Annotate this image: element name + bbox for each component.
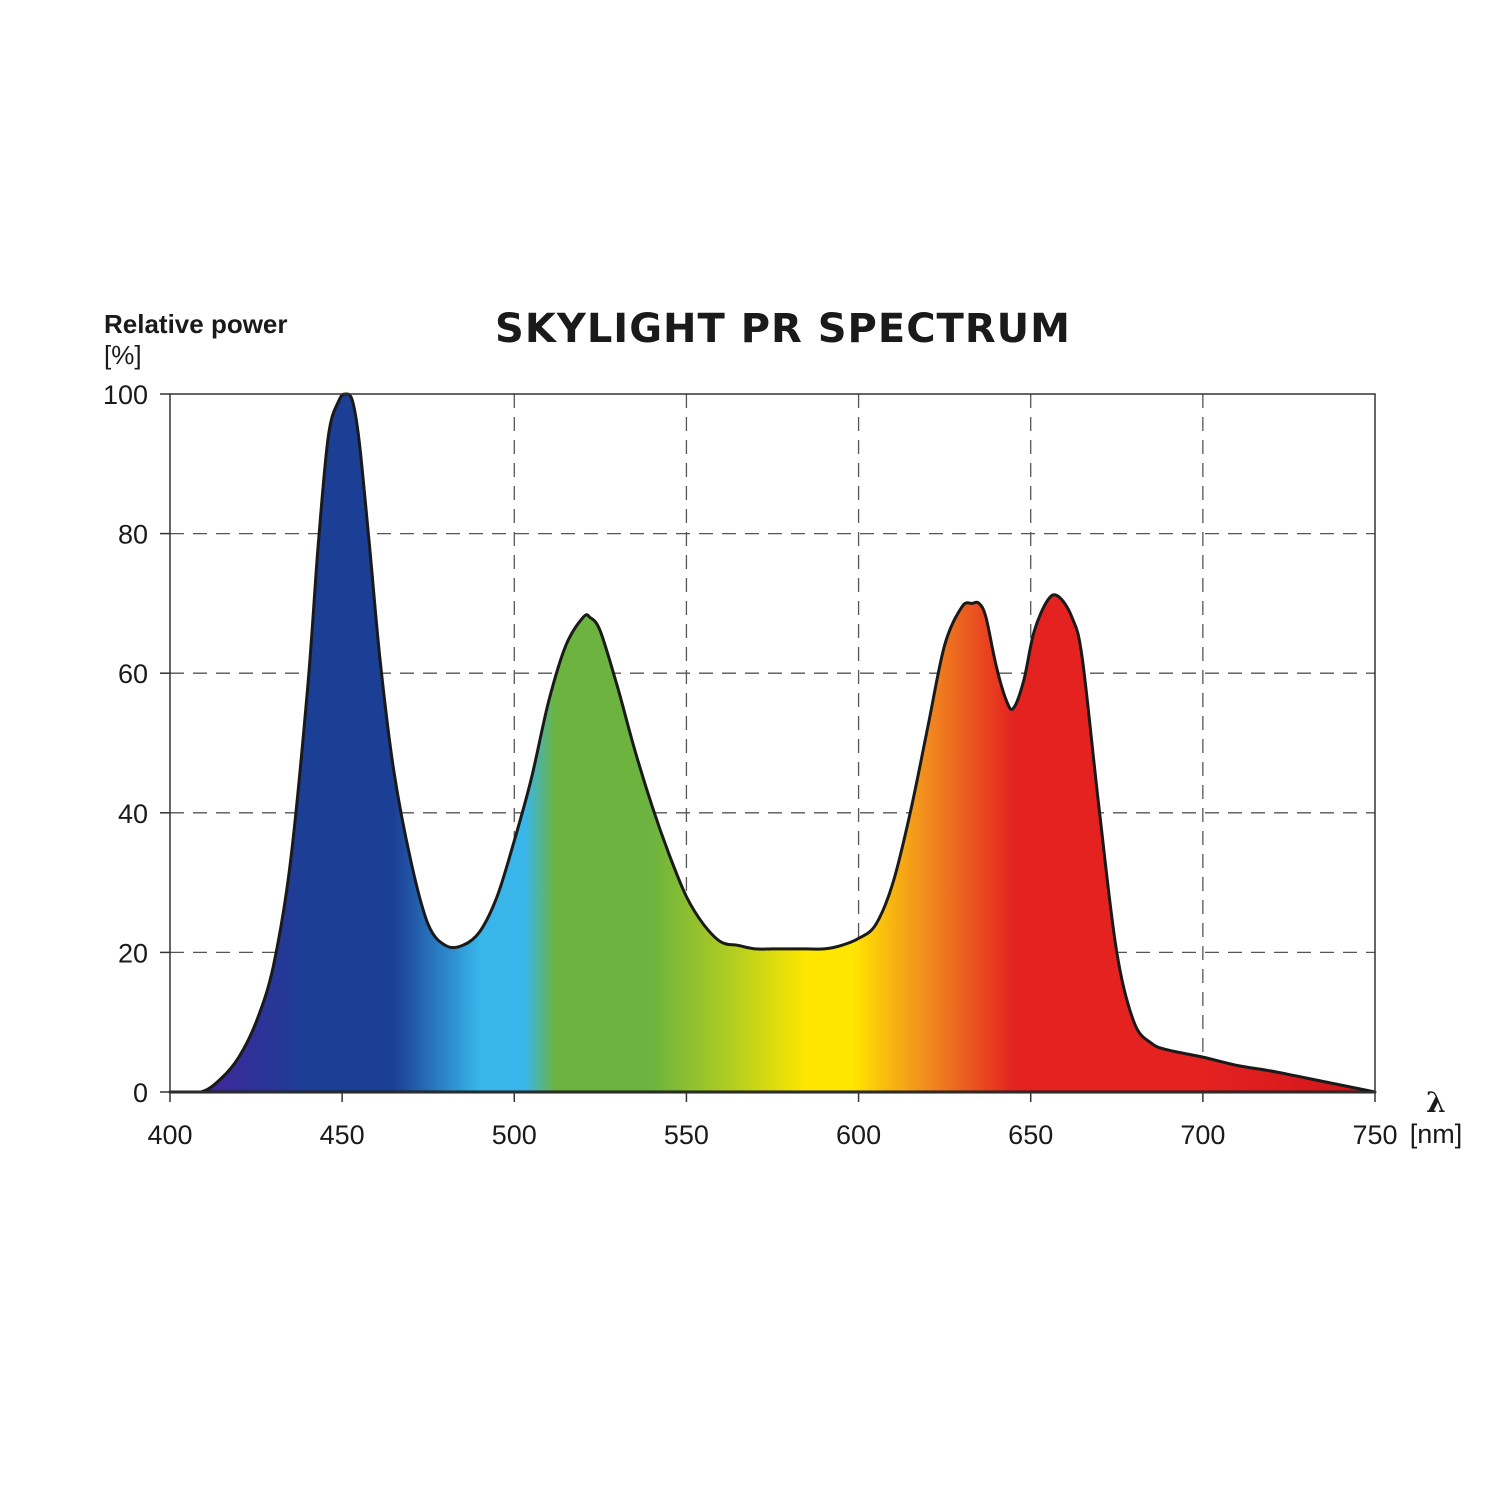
y-tick-label: 40 (118, 799, 148, 829)
chart-title: SKYLIGHT PR SPECTRUM (495, 306, 1071, 352)
y-tick-label: 20 (118, 938, 148, 968)
x-axis-unit: [nm] (1410, 1119, 1463, 1149)
x-tick-label: 700 (1180, 1120, 1225, 1150)
x-tick-label: 550 (664, 1120, 709, 1150)
x-axis-ticks: 400 450 500 550 600 650 700 750 (147, 1092, 1398, 1150)
x-tick-label: 400 (147, 1120, 192, 1150)
y-tick-label: 60 (118, 659, 148, 689)
x-axis-symbol: λ (1426, 1086, 1446, 1119)
x-tick-label: 750 (1352, 1120, 1397, 1150)
spectrum-curve (168, 392, 1377, 1094)
y-tick-label: 80 (118, 520, 148, 550)
x-tick-label: 650 (1008, 1120, 1053, 1150)
x-tick-label: 450 (320, 1120, 365, 1150)
y-axis-label: Relative power (104, 309, 288, 339)
plot-frame (169, 393, 1376, 1093)
x-tick-label: 600 (836, 1120, 881, 1150)
y-axis-unit: [%] (104, 340, 142, 370)
x-tick-label: 500 (492, 1120, 537, 1150)
y-axis-ticks: 0 20 40 60 80 100 (103, 380, 170, 1108)
y-tick-label: 0 (133, 1078, 148, 1108)
y-tick-label: 100 (103, 380, 148, 410)
